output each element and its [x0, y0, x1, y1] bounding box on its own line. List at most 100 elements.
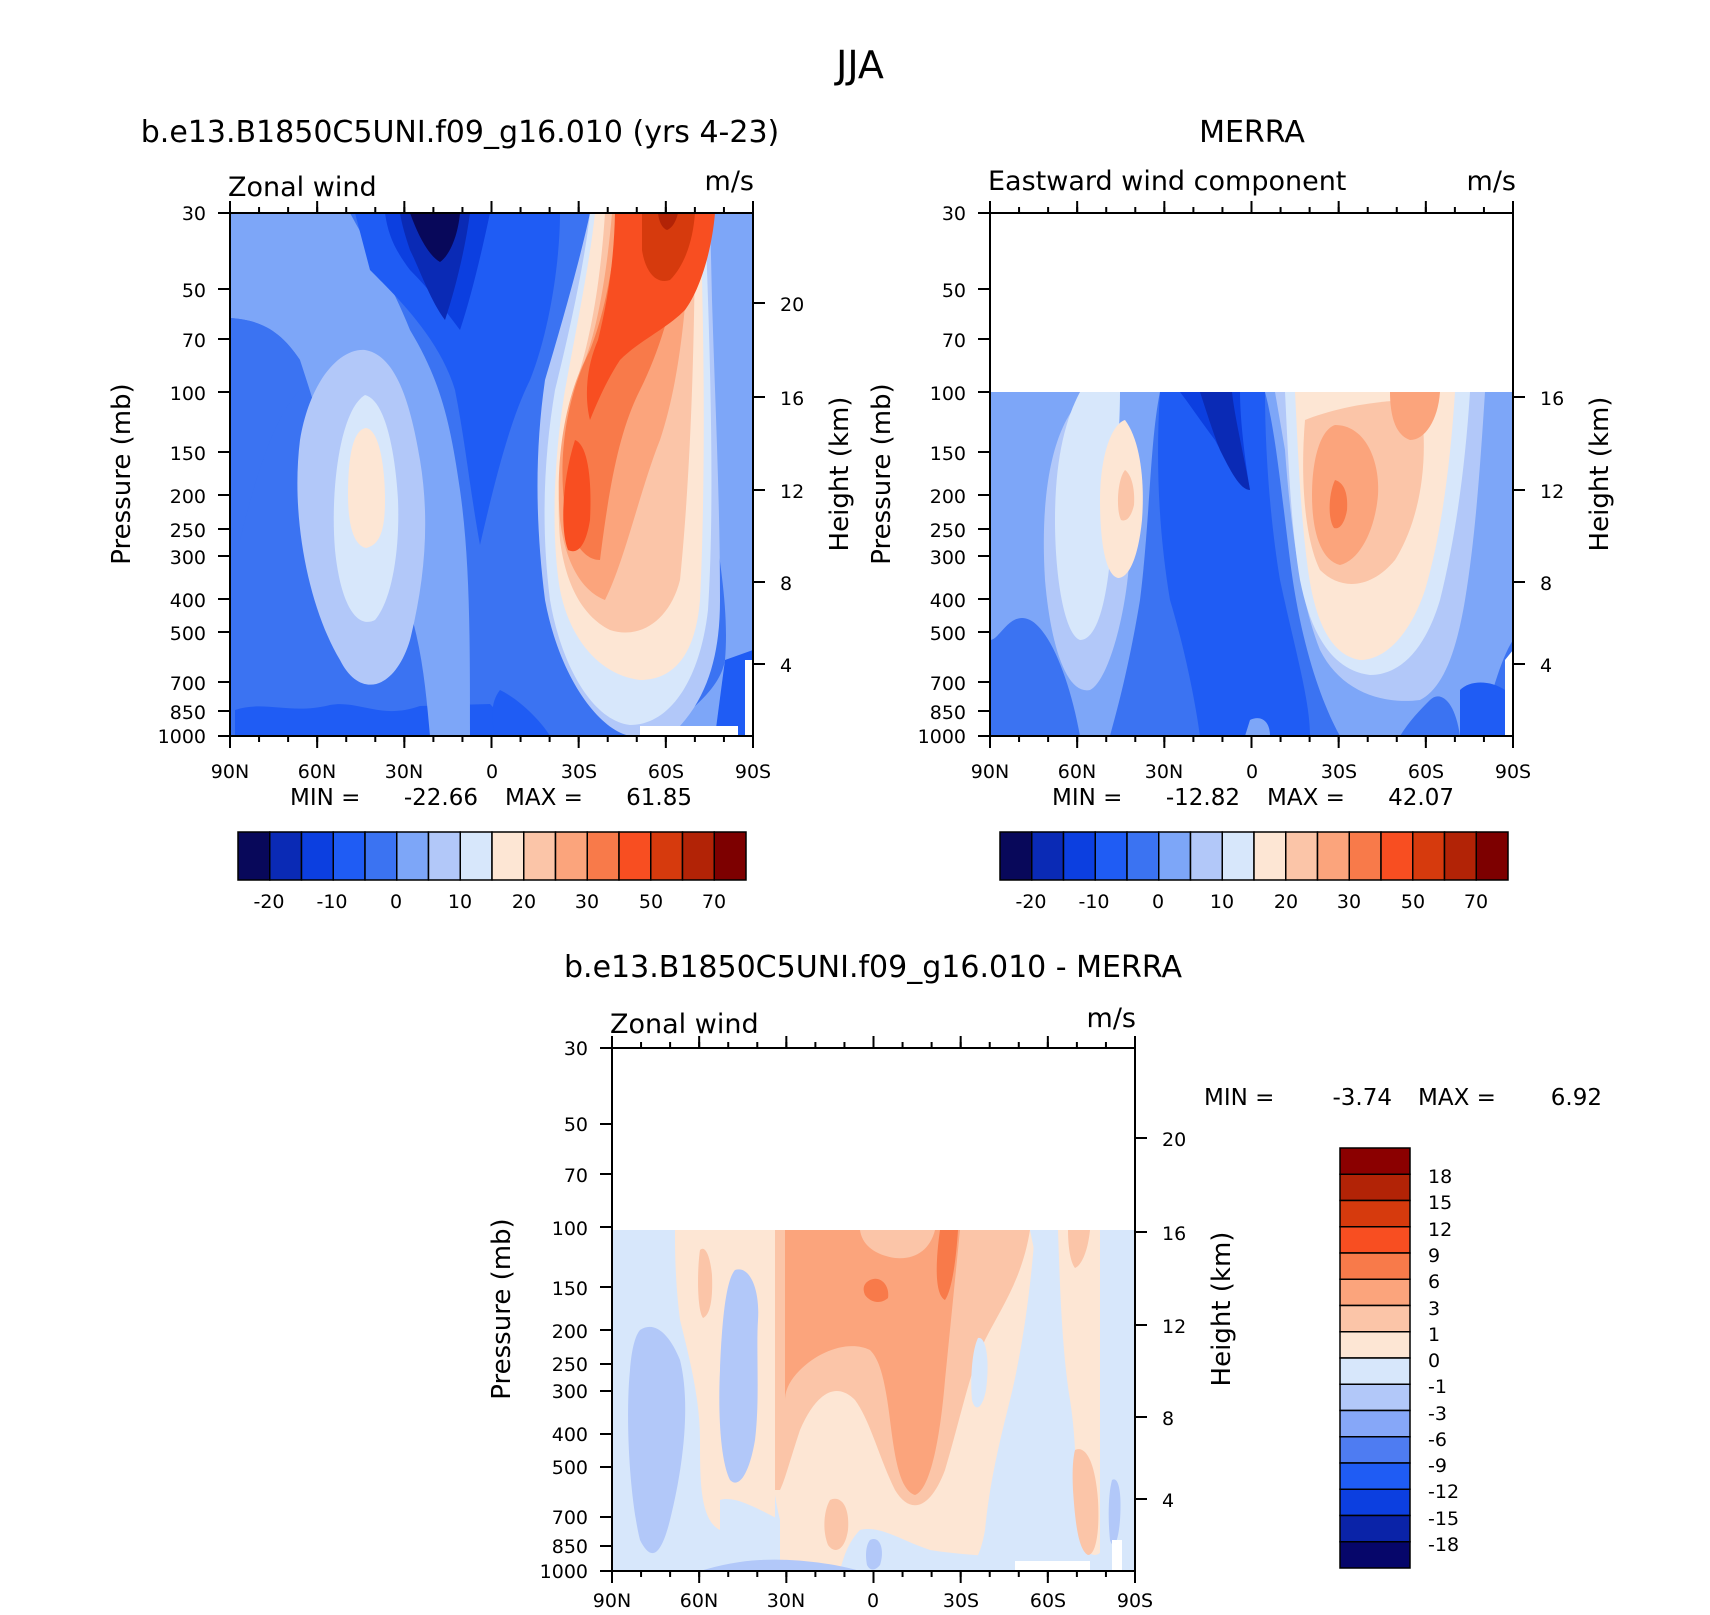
- field-band: [355, 213, 560, 545]
- x-tick-label: 60N: [680, 1590, 718, 1611]
- colorbar-label: 50: [1401, 891, 1425, 913]
- colorbar-swatch: [1339, 1488, 1411, 1517]
- colorbar-swatch: [650, 831, 684, 881]
- colorbar-swatch: [1339, 1462, 1411, 1490]
- colorbar-label: -10: [1078, 891, 1109, 913]
- colorbar-swatch: [1339, 1331, 1411, 1359]
- colorbar-swatch: [1339, 1173, 1411, 1202]
- y-tick-label: 850: [170, 702, 206, 724]
- field-band: [640, 726, 738, 736]
- panel-model-x-ticks: 90N 60N 30N 0 30S 60S 90S: [211, 761, 771, 783]
- field-band: [719, 1269, 759, 1483]
- field-band: [642, 213, 695, 281]
- x-tick-label: 90N: [211, 761, 249, 783]
- colorbar-swatch: [1339, 1383, 1411, 1412]
- x-tick-label: 60N: [298, 761, 336, 783]
- colorbar-label: -20: [253, 891, 284, 913]
- y-tick-label: 700: [930, 673, 966, 695]
- y-tick-label: 400: [552, 1424, 588, 1446]
- colorbar-label: -15: [1428, 1508, 1459, 1530]
- colorbar-swatch: [999, 831, 1033, 881]
- y-tick-label: 100: [552, 1218, 588, 1240]
- colorbar-label: 20: [1274, 891, 1298, 913]
- field-band: [1112, 1540, 1122, 1571]
- y-tick-label: 850: [552, 1536, 588, 1558]
- colorbar-swatch: [364, 831, 398, 881]
- colorbar-swatch: [1221, 831, 1255, 881]
- panel-diff-max-label: MAX =: [1418, 1085, 1496, 1111]
- colorbar-label: -6: [1428, 1429, 1447, 1451]
- colorbar-label: -10: [316, 891, 347, 913]
- panel-merra-right-label: m/s: [1467, 166, 1516, 197]
- colorbar-swatch: [1158, 831, 1192, 881]
- y2-tick-label: 16: [1540, 388, 1564, 410]
- field-band: [586, 213, 715, 420]
- panel-model-y2-ticks: 20 16 12 8 4: [780, 294, 804, 677]
- y-tick-label: 300: [552, 1381, 588, 1403]
- panel-merra-left-label: Eastward wind component: [988, 166, 1346, 197]
- colorbar-label: 0: [390, 891, 402, 913]
- colorbar-swatch: [1339, 1252, 1411, 1280]
- colorbar-label: 50: [639, 891, 663, 913]
- colorbar-swatch: [427, 831, 461, 881]
- colorbar-label: -3: [1428, 1403, 1447, 1425]
- colorbar-swatch: [1339, 1514, 1411, 1543]
- panel-model-colorbar-labels: -20 -10 0 10 20 30 50 70: [253, 891, 726, 913]
- y2-tick-label: 4: [1540, 655, 1552, 677]
- y-tick-label: 50: [564, 1114, 588, 1136]
- colorbar-label: 12: [1428, 1219, 1452, 1241]
- panel-model-max-value: 61.85: [626, 785, 692, 811]
- y2-tick-label: 12: [1540, 481, 1564, 503]
- y2-tick-label: 8: [1540, 573, 1552, 595]
- field-band: [785, 1230, 960, 1495]
- panel-diff-min-value: -3.74: [1332, 1085, 1392, 1111]
- colorbar-label: 30: [1337, 891, 1361, 913]
- panel-merra-min-value: -12.82: [1166, 785, 1240, 811]
- field-band: [1460, 682, 1513, 736]
- y-tick-label: 400: [930, 590, 966, 612]
- y-tick-label: 1000: [540, 1561, 588, 1583]
- panel-model-title: b.e13.B1850C5UNI.f09_g16.010 (yrs 4-23): [141, 115, 780, 150]
- colorbar-swatch: [1316, 831, 1350, 881]
- y-tick-label: 850: [930, 702, 966, 724]
- x-tick-label: 60S: [1030, 1590, 1066, 1611]
- field-band: [1117, 470, 1135, 521]
- field-band: [1505, 650, 1513, 736]
- y2-tick-label: 8: [1162, 1408, 1174, 1430]
- colorbar-swatch: [491, 831, 525, 881]
- field-band: [628, 1326, 686, 1554]
- colorbar-label: 3: [1428, 1298, 1440, 1320]
- y-tick-label: 150: [552, 1278, 588, 1300]
- panel-diff-left-label: Zonal wind: [610, 1009, 759, 1040]
- y-tick-label: 200: [930, 486, 966, 508]
- field-band: [1108, 1479, 1121, 1545]
- field-band: [1245, 718, 1270, 736]
- y-tick-label: 50: [182, 280, 206, 302]
- colorbar-label: 10: [448, 891, 472, 913]
- colorbar-swatch: [1339, 1357, 1411, 1385]
- field-band: [720, 1499, 780, 1560]
- colorbar-label: -18: [1428, 1534, 1459, 1556]
- field-band: [348, 428, 385, 548]
- field-band: [492, 690, 550, 736]
- colorbar-label: 9: [1428, 1245, 1440, 1267]
- panel-diff-colorbar: [1339, 1147, 1411, 1569]
- panel-diff-title: b.e13.B1850C5UNI.f09_g16.010 - MERRA: [564, 950, 1182, 985]
- y2-tick-label: 4: [780, 655, 792, 677]
- colorbar-swatch: [1412, 831, 1446, 881]
- field-band: [1158, 392, 1310, 736]
- colorbar-swatch: [1126, 831, 1160, 881]
- panel-merra-max-label: MAX =: [1267, 785, 1345, 811]
- colorbar-swatch: [523, 831, 557, 881]
- field-band: [410, 213, 460, 262]
- x-tick-label: 30N: [1145, 761, 1183, 783]
- panel-model-min-value: -22.66: [404, 785, 478, 811]
- x-tick-label: 30S: [1321, 761, 1357, 783]
- y-tick-label: 150: [170, 443, 206, 465]
- x-tick-label: 90S: [1117, 1590, 1153, 1611]
- panel-diff-min-label: MIN =: [1204, 1085, 1274, 1111]
- colorbar-label: -1: [1428, 1376, 1447, 1398]
- field-band: [658, 213, 678, 230]
- colorbar-swatch: [1339, 1409, 1411, 1438]
- colorbar-swatch: [1253, 831, 1287, 881]
